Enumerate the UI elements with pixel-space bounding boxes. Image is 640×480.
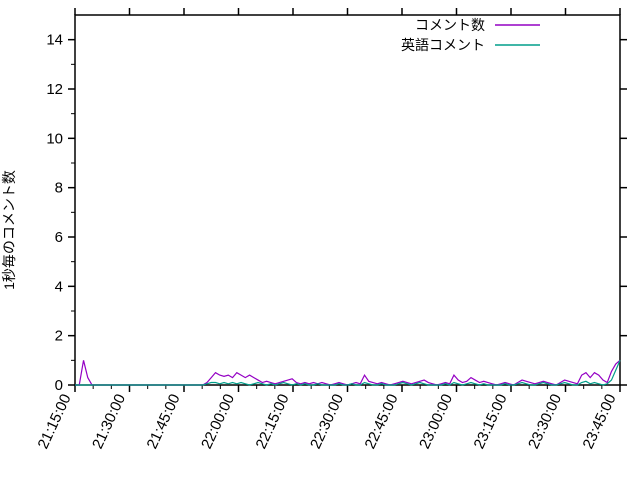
x-tick-label-6: 22:45:00 — [362, 392, 402, 452]
x-tick-label-4: 22:15:00 — [253, 392, 293, 452]
y-tick-label-6: 6 — [55, 229, 63, 246]
x-tick-label-1: 21:30:00 — [89, 392, 129, 452]
plot-border — [75, 15, 620, 385]
x-tick-label-2: 21:45:00 — [144, 392, 184, 452]
y-tick-label-12: 12 — [46, 81, 63, 98]
y-tick-label-4: 4 — [55, 278, 63, 295]
y-tick-label-2: 2 — [55, 328, 63, 345]
series-line-コメント数 — [75, 360, 620, 385]
y-tick-label-14: 14 — [46, 32, 63, 49]
line-chart: 02468101214 21:15:00 21:30:00 21:45:00 22:0… — [0, 0, 640, 480]
y-tick-label-8: 8 — [55, 180, 63, 197]
series-line-英語コメント — [75, 360, 620, 385]
y-tick-label-10: 10 — [46, 130, 63, 147]
x-tick-label-9: 23:30:00 — [525, 392, 565, 452]
x-tick-label-7: 23:00:00 — [416, 392, 456, 452]
data-series-group — [75, 360, 620, 385]
legend-label-0: コメント数 — [415, 17, 485, 33]
x-tick-label-10: 23:45:00 — [580, 392, 620, 452]
chart-container: 0 2 4 6 8 10 12 14 21:15:00 21:30:00 21:45:00 22:0… — [0, 0, 640, 480]
x-tick-label-3: 22:00:00 — [198, 392, 238, 452]
y-axis-label: 1秒毎のコメント数 — [1, 170, 17, 290]
x-tick-label-8: 23:15:00 — [471, 392, 511, 452]
x-tick-label-5: 22:30:00 — [307, 392, 347, 452]
x-tick-label-0: 21:15:00 — [35, 392, 75, 452]
legend-label-1: 英語コメント — [401, 37, 485, 53]
